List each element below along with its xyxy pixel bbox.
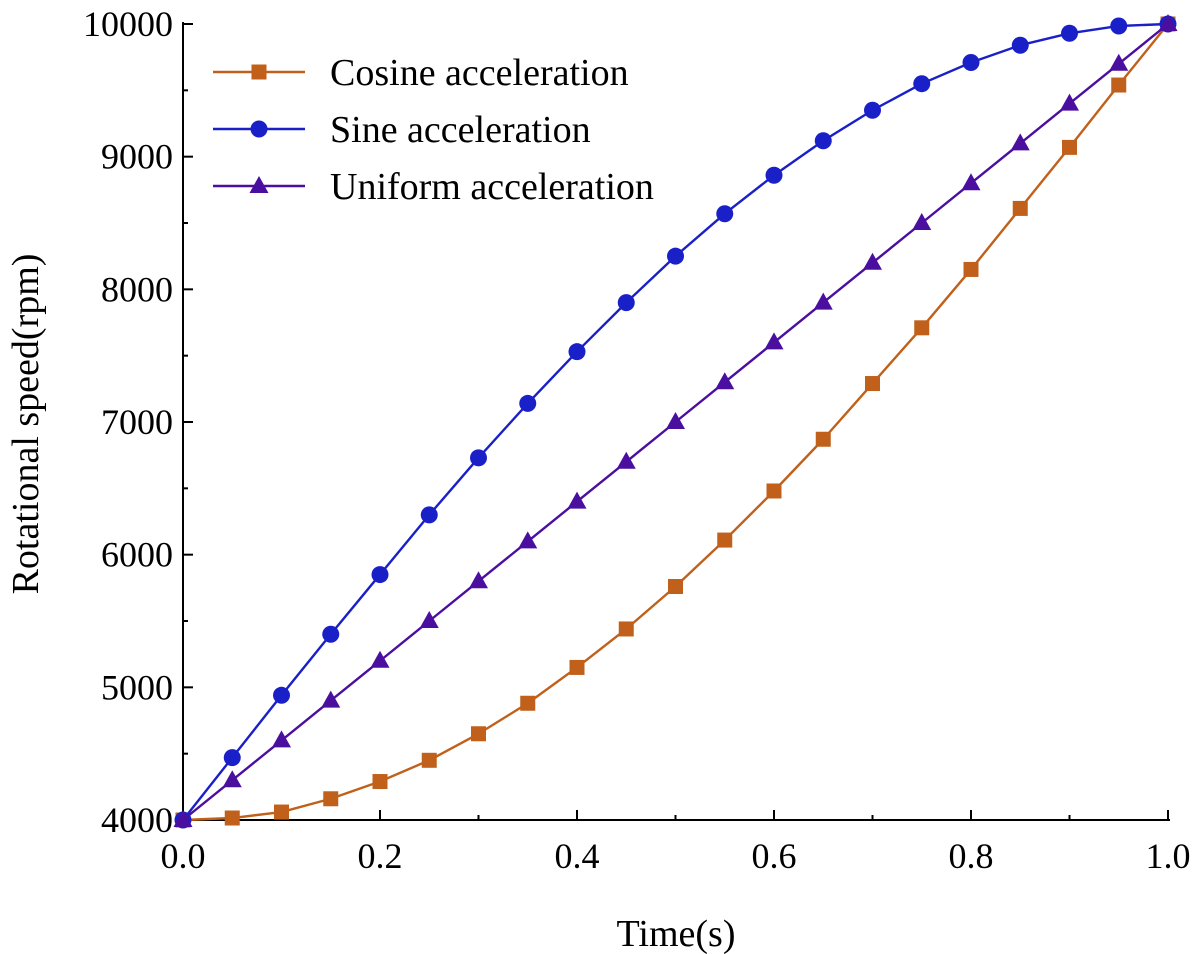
data-point-marker	[470, 449, 487, 467]
data-point-marker	[1062, 139, 1077, 155]
data-point-marker	[717, 532, 733, 548]
x-tick-label: 1.0	[1146, 836, 1191, 876]
data-point-marker	[323, 791, 339, 807]
data-point-marker	[914, 320, 930, 336]
data-point-marker	[616, 451, 636, 469]
x-tick-label: 0.8	[949, 836, 994, 876]
x-axis-title: Time(s)	[617, 913, 736, 954]
data-point-marker	[1061, 24, 1078, 42]
data-point-marker	[667, 247, 684, 265]
data-point-marker	[716, 205, 734, 223]
x-tick-label: 0.0	[161, 836, 206, 876]
data-point-marker	[912, 213, 932, 230]
data-point-marker	[1060, 93, 1079, 111]
data-point-marker	[520, 695, 536, 711]
x-tick-label: 0.4	[555, 836, 600, 876]
legend-marker	[250, 120, 268, 138]
data-point-marker	[224, 810, 240, 826]
data-point-marker	[322, 625, 340, 643]
data-point-marker	[471, 726, 486, 742]
y-axis-title: Rotational speed(rpm)	[5, 254, 47, 595]
legend-marker	[249, 176, 269, 193]
data-point-marker	[420, 506, 438, 524]
data-point-marker	[223, 749, 241, 767]
data-point-marker	[815, 431, 831, 447]
data-point-marker	[813, 292, 833, 310]
data-point-marker	[1012, 200, 1028, 216]
data-point-marker	[1158, 14, 1178, 31]
data-point-marker	[567, 491, 587, 509]
x-tick-label: 0.2	[358, 836, 403, 876]
data-point-marker	[865, 376, 880, 392]
legend-label: Sine acceleration	[330, 109, 591, 151]
data-point-marker	[913, 75, 931, 93]
legend-item: Cosine acceleration	[213, 52, 629, 94]
data-point-marker	[1111, 77, 1127, 93]
data-point-marker	[715, 372, 735, 390]
data-point-marker	[1109, 53, 1129, 71]
data-point-marker	[618, 621, 634, 637]
data-point-marker	[1011, 36, 1029, 54]
data-point-marker	[1110, 17, 1128, 35]
y-tick-label: 7000	[101, 402, 173, 442]
legend-item: Uniform acceleration	[213, 166, 654, 208]
data-point-marker	[863, 252, 882, 270]
data-point-marker	[1010, 133, 1030, 151]
data-point-marker	[568, 343, 586, 361]
data-point-marker	[222, 770, 242, 788]
data-point-marker	[372, 774, 388, 790]
axes: 0.0 0.2 0.4 0.6 0.8 1.0 4000 5000 6000 7000 8000 90…	[83, 4, 1191, 876]
data-point-marker	[519, 394, 537, 412]
y-tick-label: 8000	[101, 269, 173, 309]
series-circle	[174, 15, 1177, 829]
data-point-marker	[864, 101, 881, 119]
data-point-marker	[421, 752, 437, 768]
data-point-marker	[961, 173, 981, 191]
data-point-marker	[668, 579, 683, 595]
x-tick-label: 0.6	[752, 836, 797, 876]
data-point-marker	[666, 412, 685, 429]
series-square	[175, 16, 1176, 828]
data-point-marker	[419, 611, 439, 628]
y-tick-label: 4000	[101, 800, 173, 840]
data-point-marker	[371, 566, 389, 584]
series-group	[173, 14, 1178, 829]
data-point-marker	[766, 483, 782, 499]
data-point-marker	[321, 690, 341, 708]
data-point-marker	[518, 531, 538, 549]
legend-label: Uniform acceleration	[330, 166, 654, 208]
data-point-marker	[569, 659, 585, 675]
data-point-marker	[272, 730, 291, 748]
data-point-marker	[469, 571, 488, 589]
legend-label: Cosine acceleration	[330, 52, 629, 94]
y-tick-label: 9000	[101, 137, 173, 177]
data-point-marker	[173, 810, 193, 827]
data-point-marker	[814, 132, 832, 150]
data-point-marker	[617, 294, 635, 312]
data-point-marker	[963, 261, 979, 277]
data-point-marker	[273, 686, 290, 704]
data-point-marker	[962, 53, 980, 71]
data-point-marker	[765, 166, 783, 184]
data-point-marker	[764, 332, 784, 350]
y-tick-label: 6000	[101, 535, 173, 575]
y-tick-label: 5000	[101, 667, 173, 707]
data-point-marker	[370, 650, 390, 668]
legend-item: Sine acceleration	[213, 109, 591, 151]
y-tick-label: 10000	[83, 4, 173, 44]
data-point-marker	[274, 804, 289, 820]
legend: Cosine acceleration Sine acceleration Unif…	[213, 52, 654, 208]
series-triangle	[173, 14, 1178, 827]
legend-marker	[251, 64, 267, 80]
